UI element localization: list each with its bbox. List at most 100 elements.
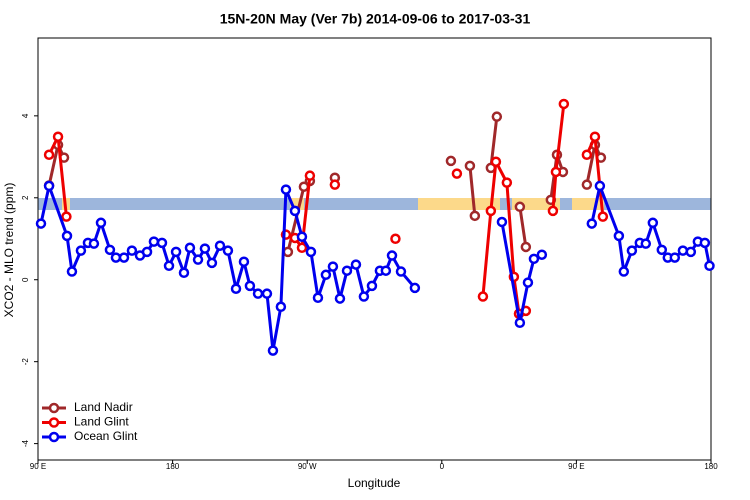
data-point bbox=[528, 253, 540, 265]
data-point bbox=[244, 280, 256, 292]
data-point bbox=[536, 249, 548, 260]
y-tick-label: -2 bbox=[21, 358, 30, 366]
data-point bbox=[589, 131, 601, 142]
data-point bbox=[110, 252, 122, 263]
data-point bbox=[275, 301, 287, 313]
plot-area bbox=[35, 98, 715, 356]
land-band bbox=[418, 198, 500, 210]
data-point bbox=[296, 242, 308, 254]
data-point bbox=[66, 266, 78, 277]
data-point bbox=[126, 245, 138, 256]
data-point bbox=[320, 269, 332, 281]
data-point bbox=[390, 233, 401, 245]
data-point bbox=[395, 266, 407, 277]
legend-label: Land Nadir bbox=[74, 400, 133, 414]
data-point bbox=[178, 267, 190, 279]
legend-marker bbox=[48, 402, 60, 414]
x-tick-label: 180 bbox=[166, 462, 180, 471]
data-point bbox=[520, 241, 532, 253]
data-point bbox=[222, 245, 234, 256]
data-point bbox=[118, 252, 130, 263]
data-point bbox=[238, 256, 250, 267]
data-point bbox=[522, 277, 534, 288]
legend-label: Ocean Glint bbox=[74, 429, 138, 443]
data-point bbox=[43, 180, 55, 192]
data-point bbox=[358, 291, 370, 302]
data-point bbox=[699, 237, 711, 249]
data-point bbox=[445, 155, 457, 167]
data-point bbox=[350, 259, 362, 270]
x-tick-label: 90 E bbox=[30, 462, 46, 471]
data-point bbox=[192, 254, 204, 265]
data-point bbox=[61, 230, 73, 242]
data-point bbox=[156, 237, 168, 249]
legend-marker bbox=[48, 417, 60, 428]
data-point bbox=[88, 238, 100, 249]
x-axis-label: Longitude bbox=[348, 476, 401, 490]
data-point bbox=[380, 265, 392, 276]
data-point bbox=[618, 266, 630, 277]
data-point bbox=[280, 184, 292, 195]
data-point bbox=[514, 317, 526, 328]
data-point bbox=[581, 149, 593, 161]
legend-label: Land Glint bbox=[74, 415, 129, 429]
y-tick-label: 2 bbox=[21, 195, 30, 200]
data-point bbox=[312, 292, 324, 304]
data-point bbox=[490, 156, 502, 167]
data-point bbox=[305, 246, 317, 258]
data-point bbox=[75, 245, 87, 256]
x-tick-label: 180 bbox=[704, 462, 718, 471]
data-point bbox=[282, 246, 294, 258]
data-point bbox=[304, 170, 316, 181]
data-point bbox=[170, 246, 182, 258]
data-point bbox=[550, 166, 562, 178]
data-point bbox=[184, 242, 196, 254]
data-point bbox=[230, 283, 242, 294]
y-tick-label: -4 bbox=[21, 440, 30, 448]
data-point bbox=[669, 252, 681, 263]
data-point bbox=[685, 246, 697, 258]
x-tick-label: 0 bbox=[440, 462, 445, 471]
data-point bbox=[289, 205, 301, 217]
data-point bbox=[613, 230, 625, 242]
data-point bbox=[261, 288, 273, 299]
data-point bbox=[501, 177, 513, 188]
data-point bbox=[626, 245, 638, 256]
x-tick-label: 90 E bbox=[568, 462, 584, 471]
data-point bbox=[581, 179, 593, 190]
x-tick-label: 90 W bbox=[298, 462, 317, 471]
data-point bbox=[334, 293, 346, 304]
data-point bbox=[485, 205, 497, 217]
data-point bbox=[35, 218, 47, 229]
data-point bbox=[640, 238, 652, 249]
data-point bbox=[451, 168, 463, 179]
data-point bbox=[496, 216, 508, 228]
data-point bbox=[464, 160, 476, 172]
land-band bbox=[572, 198, 604, 210]
data-point bbox=[409, 282, 421, 294]
data-point bbox=[52, 131, 64, 142]
data-point bbox=[477, 291, 489, 302]
data-point bbox=[296, 231, 308, 242]
data-point bbox=[327, 261, 339, 272]
data-point bbox=[677, 245, 689, 256]
data-point bbox=[199, 243, 211, 254]
data-point bbox=[61, 211, 72, 222]
legend-marker bbox=[48, 431, 60, 443]
data-point bbox=[95, 217, 107, 229]
data-point bbox=[656, 244, 668, 256]
plot-frame bbox=[37, 37, 712, 461]
ocean-band bbox=[38, 198, 711, 210]
data-point bbox=[104, 244, 116, 256]
data-point bbox=[386, 250, 398, 261]
data-point bbox=[704, 260, 715, 272]
data-point bbox=[547, 205, 559, 217]
data-point bbox=[594, 180, 606, 192]
y-tick-label: 0 bbox=[21, 277, 30, 282]
data-point bbox=[341, 265, 353, 276]
data-point bbox=[469, 210, 481, 222]
data-point bbox=[206, 257, 218, 269]
